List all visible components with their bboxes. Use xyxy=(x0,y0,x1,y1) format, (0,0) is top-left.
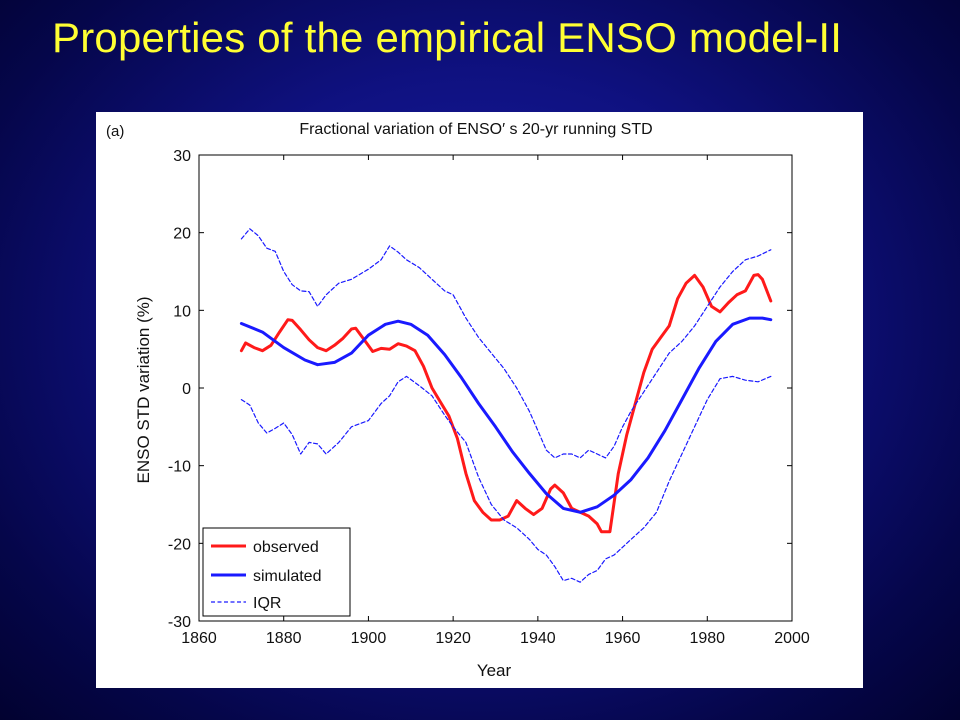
series-line-simulated xyxy=(239,316,773,514)
x-tick-label: 1920 xyxy=(435,630,471,647)
legend: observed simulated IQR xyxy=(202,527,351,617)
y-axis-label: ENSO STD variation (%) xyxy=(134,296,153,483)
line-chart: (a) Fractional variation of ENSO′ s 20-y… xyxy=(106,121,810,680)
legend-label-iqr: IQR xyxy=(253,595,281,612)
y-tick-label: -20 xyxy=(168,536,191,553)
series-line-observed xyxy=(239,273,773,534)
x-tick-label: 1880 xyxy=(266,630,302,647)
series-line-iqr-2 xyxy=(240,228,772,459)
x-tick-label: 1900 xyxy=(351,630,387,647)
plot-frame xyxy=(198,154,793,622)
x-tick-label: 1860 xyxy=(181,630,217,647)
slide-title: Properties of the empirical ENSO model-I… xyxy=(52,14,843,61)
y-tick-label: 30 xyxy=(173,148,191,165)
x-tick-label: 1960 xyxy=(605,630,641,647)
chart-title: Fractional variation of ENSO′ s 20-yr ru… xyxy=(299,121,652,138)
series-lines xyxy=(239,228,773,583)
x-axis-label: Year xyxy=(477,661,512,680)
y-tick-label: -30 xyxy=(168,614,191,631)
x-tick-label: 2000 xyxy=(774,630,810,647)
x-tick-label: 1980 xyxy=(689,630,725,647)
legend-label-simulated: simulated xyxy=(253,568,321,585)
y-tick-label: -10 xyxy=(168,459,191,476)
series-line-iqr-3 xyxy=(240,375,772,583)
axis-ticks: 1860 1880 1900 1920 1940 1960 1980 2000 30 20 10 0 -… xyxy=(168,148,810,647)
y-tick-label: 0 xyxy=(182,381,191,398)
legend-label-observed: observed xyxy=(253,539,319,556)
panel-label: (a) xyxy=(106,123,124,140)
y-tick-label: 20 xyxy=(173,226,191,243)
figure-panel: (a) Fractional variation of ENSO′ s 20-y… xyxy=(96,112,863,688)
y-tick-label: 10 xyxy=(173,303,191,320)
legend-box xyxy=(202,527,351,617)
x-tick-label: 1940 xyxy=(520,630,556,647)
